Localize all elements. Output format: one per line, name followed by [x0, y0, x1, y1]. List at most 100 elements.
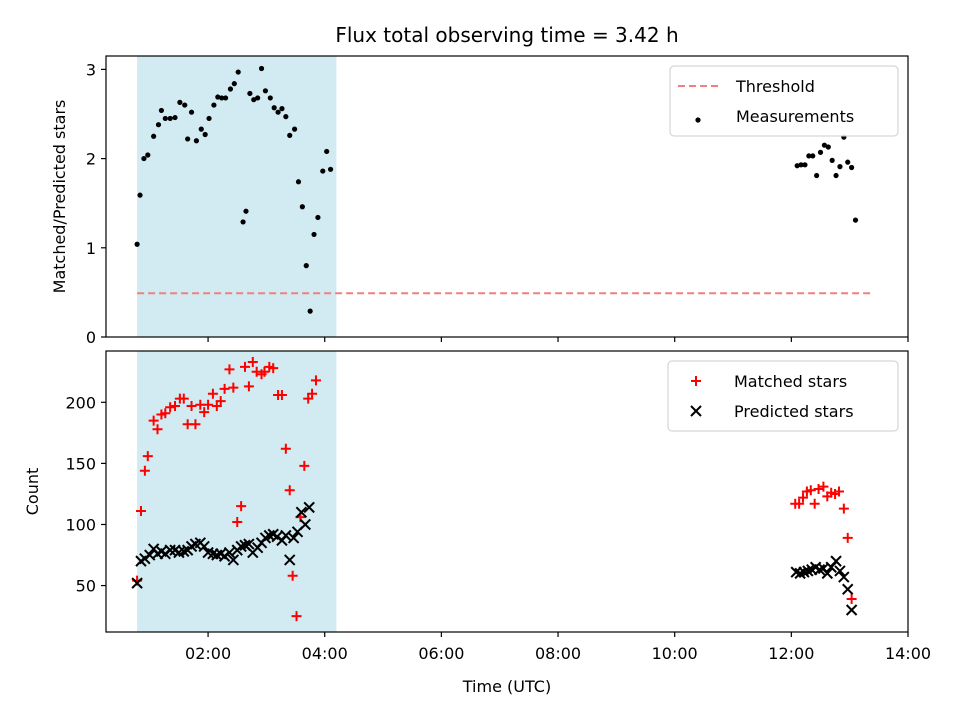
data-point: [223, 546, 236, 559]
data-point: [830, 555, 842, 567]
data-point: [842, 532, 853, 543]
data-point: [165, 402, 176, 413]
data-point: [817, 149, 824, 155]
data-point: [852, 217, 859, 223]
data-point: [295, 179, 302, 185]
x-tick-label: 02:00: [185, 644, 231, 663]
observing-window-band: [137, 351, 337, 632]
data-point: [251, 97, 257, 103]
data-point: [134, 241, 140, 247]
data-point: [199, 407, 210, 418]
data-point: [303, 501, 315, 514]
data-point: [794, 567, 806, 580]
data-point: [794, 498, 805, 509]
data-point: [235, 540, 247, 553]
data-point: [287, 132, 293, 138]
legend-swatch: [690, 405, 702, 417]
data-point: [243, 208, 249, 214]
legend-box: [669, 65, 899, 137]
data-point: [268, 363, 279, 374]
data-point: [240, 219, 246, 225]
data-point: [185, 136, 191, 142]
data-point: [258, 65, 265, 72]
data-point: [206, 115, 212, 122]
data-point: [284, 554, 296, 566]
data-point: [247, 356, 258, 367]
x-tick-label: 10:00: [652, 644, 698, 663]
data-point: [211, 102, 217, 108]
data-point: [198, 126, 204, 132]
data-point: [806, 153, 812, 159]
data-point: [821, 142, 827, 148]
x-tick-label: 04:00: [302, 644, 348, 663]
data-point: [228, 382, 239, 393]
data-point: [167, 115, 173, 122]
data-point: [141, 155, 147, 162]
data-point: [284, 485, 295, 496]
data-point: [327, 166, 334, 172]
data-point: [162, 115, 168, 122]
data-point: [299, 204, 305, 210]
data-point: [193, 138, 200, 144]
data-point: [178, 545, 190, 558]
data-point: [232, 517, 243, 528]
series-measurements: [134, 65, 859, 314]
data-point: [190, 419, 201, 430]
data-point: [846, 594, 857, 605]
legend-label: Matched stars: [734, 372, 847, 391]
x-tick-label: 08:00: [535, 644, 581, 663]
x-tick-label: 12:00: [768, 644, 814, 663]
data-point: [227, 554, 240, 566]
data-point: [307, 388, 318, 399]
data-point: [202, 131, 208, 138]
data-point: [158, 107, 165, 114]
data-point: [295, 506, 308, 518]
data-point: [299, 518, 311, 531]
data-point: [283, 114, 289, 120]
y-tick-label: 200: [65, 393, 96, 412]
data-point: [813, 484, 824, 495]
data-point: [198, 540, 210, 553]
y-tick-label: 100: [65, 515, 96, 534]
data-point: [186, 400, 197, 411]
plot-frame: [105, 350, 909, 633]
y-tick-label: 0: [86, 328, 96, 347]
data-point: [794, 163, 800, 169]
data-point: [145, 152, 151, 158]
data-point: [170, 400, 181, 411]
x-tick-label: 14:00: [885, 644, 931, 663]
y-axis-label: Matched/Predicted stars: [50, 100, 69, 294]
data-point: [131, 577, 143, 589]
legend-swatch: [695, 117, 701, 123]
data-point: [307, 308, 313, 314]
data-point: [813, 563, 826, 576]
data-point: [842, 583, 854, 595]
data-point: [825, 144, 831, 150]
data-point: [231, 81, 237, 87]
data-point: [838, 571, 850, 583]
data-point: [135, 506, 146, 517]
data-point: [291, 611, 302, 622]
legend-box: [667, 360, 899, 432]
data-point: [802, 162, 808, 168]
data-point: [215, 396, 226, 407]
legend-label: Measurements: [736, 107, 854, 126]
data-point: [833, 486, 844, 497]
legend: Threshold Measurements: [669, 65, 899, 137]
data-point: [275, 109, 281, 115]
data-point: [833, 172, 839, 179]
data-point: [280, 443, 291, 454]
data-point: [243, 381, 254, 392]
data-point: [311, 231, 317, 238]
y-tick-label: 150: [65, 454, 96, 473]
data-point: [315, 214, 321, 221]
data-point: [287, 532, 300, 544]
observing-window-band: [137, 56, 337, 337]
legend-label: Threshold: [735, 77, 815, 96]
data-point: [152, 424, 163, 435]
data-point: [148, 415, 159, 426]
data-point: [829, 157, 835, 163]
data-point: [320, 168, 326, 174]
data-point: [291, 126, 298, 132]
series-predicted-stars: [131, 501, 858, 616]
